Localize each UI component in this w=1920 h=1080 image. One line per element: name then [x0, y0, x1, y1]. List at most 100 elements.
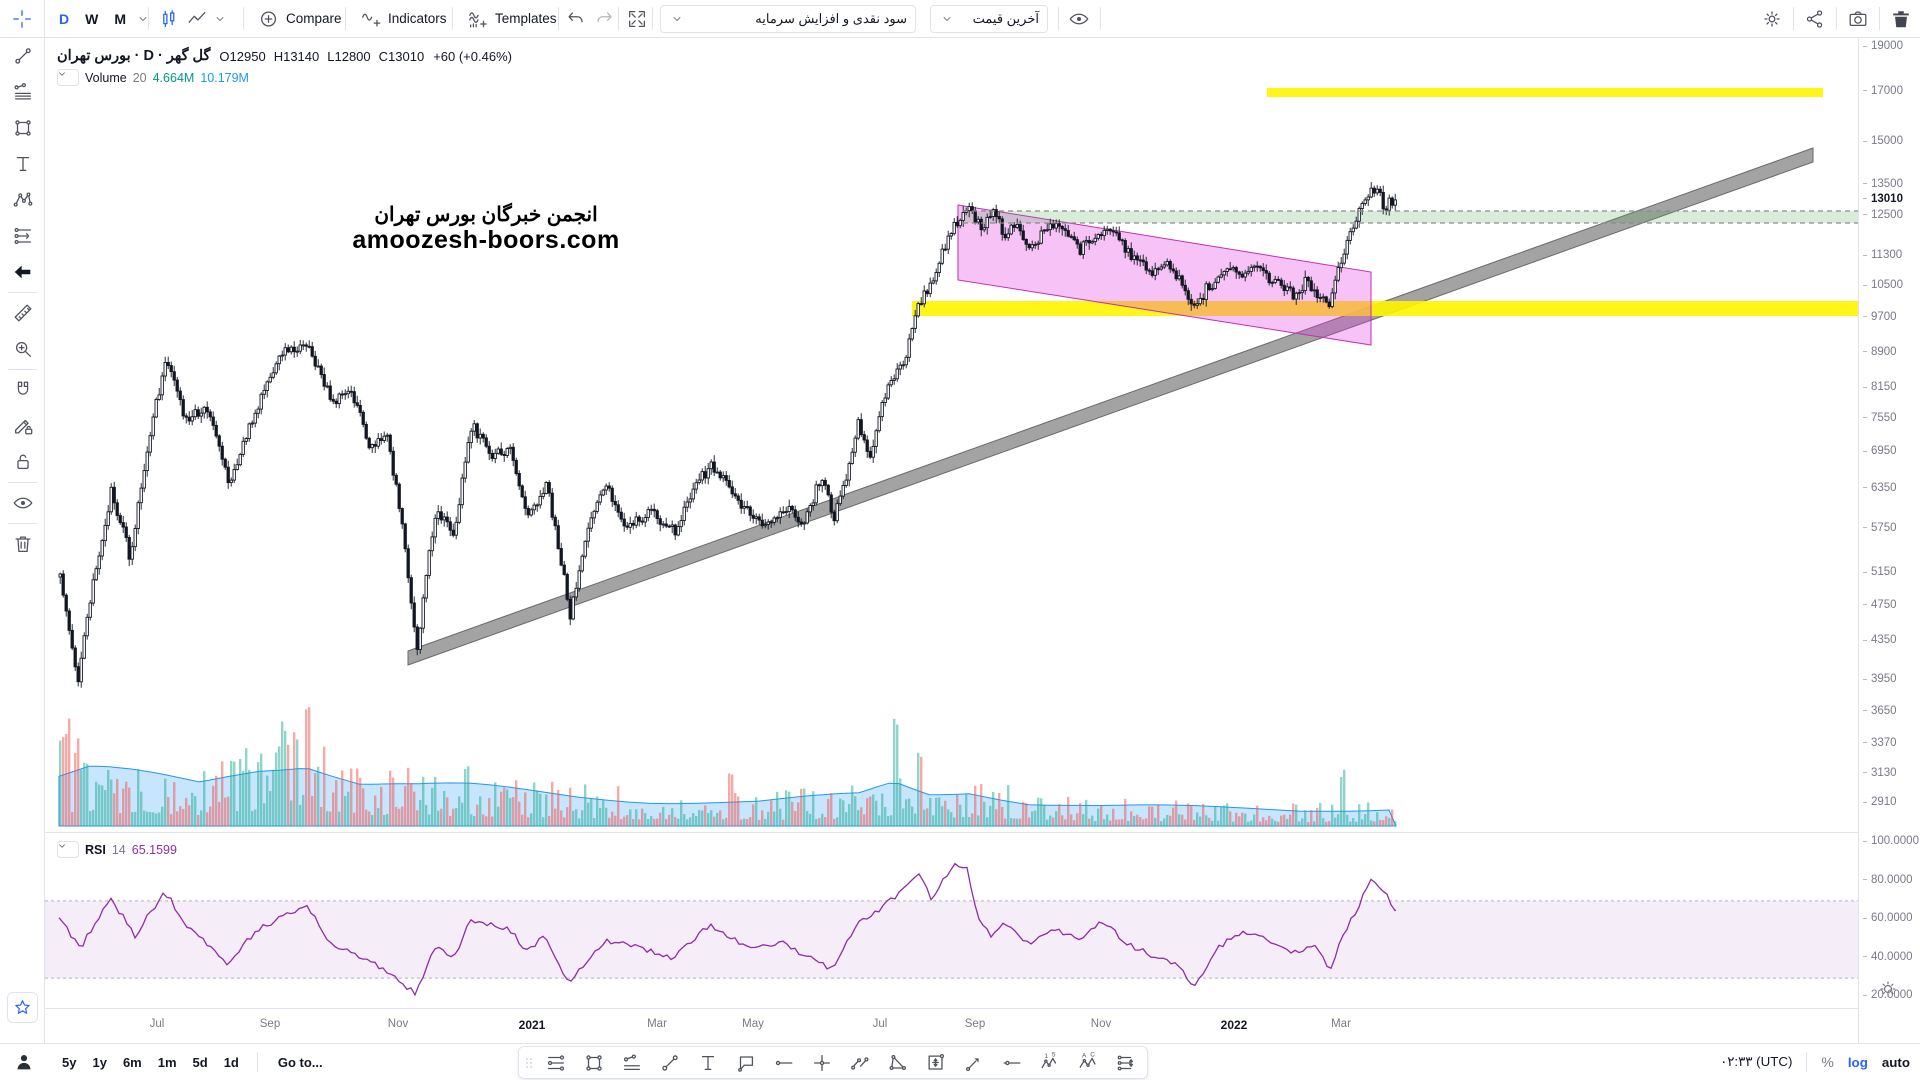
- time-axis-label: Sep: [964, 1018, 986, 1030]
- rsi-label[interactable]: RSI: [85, 842, 106, 857]
- magnet-icon[interactable]: [0, 372, 45, 408]
- time-scale-axis[interactable]: Jul Sep Nov 2021 Mar May Jul Sep Nov 2022 Mar: [45, 1008, 1858, 1043]
- cross-line-tool-icon[interactable]: [803, 1047, 841, 1078]
- auto-scale-button[interactable]: auto: [1881, 1054, 1910, 1070]
- horizontal-line-tool-icon[interactable]: [993, 1047, 1031, 1078]
- price-scale-axis[interactable]: 19000 17000 15000 13500 13010 12500 11300 10500…: [1858, 38, 1920, 1043]
- snapshot-icon[interactable]: [1845, 6, 1871, 32]
- last-price-axis-label: 13010: [1863, 193, 1903, 205]
- price-axis-label: 3950: [1863, 673, 1897, 685]
- goto-button[interactable]: Go to...: [270, 1051, 331, 1074]
- watermark-line1: انجمن خبرگان بورس تهران: [374, 204, 598, 226]
- trend-line-tool-icon[interactable]: [651, 1047, 689, 1078]
- stay-in-drawing-mode-icon[interactable]: [0, 408, 45, 444]
- rsi-legend-chevron-icon[interactable]: [57, 841, 79, 858]
- templates-button[interactable]: Templates: [459, 0, 563, 37]
- range-1y-button[interactable]: 1y: [86, 1051, 112, 1074]
- delete-all-trash-icon[interactable]: [1888, 6, 1914, 32]
- date-range-group: 5y 1y 6m 1m 5d 1d Go to...: [56, 1044, 331, 1080]
- arrow-marker-tool-icon[interactable]: [955, 1047, 993, 1078]
- line-style-icon[interactable]: [184, 6, 210, 32]
- clock-utc[interactable]: ۰۲:۳۳ (UTC): [1720, 1054, 1793, 1069]
- rectangle-tool-icon[interactable]: [0, 110, 45, 146]
- range-1d-button[interactable]: 1d: [218, 1051, 245, 1074]
- volume-label[interactable]: Volume: [85, 70, 127, 85]
- text-tool-icon[interactable]: [0, 146, 45, 182]
- range-5d-button[interactable]: 5d: [187, 1051, 214, 1074]
- text-tool-icon[interactable]: [689, 1047, 727, 1078]
- toolbar-handle-icon[interactable]: [521, 1047, 537, 1078]
- timeframe-w-button[interactable]: W: [78, 7, 105, 31]
- indicators-button[interactable]: Indicators: [352, 0, 453, 37]
- zoom-in-icon[interactable]: [0, 331, 45, 367]
- symbol-title[interactable]: گل گهر · D · بورس تهران: [57, 48, 211, 64]
- price-axis-label: 19000: [1863, 40, 1903, 52]
- horizontal-lines-tool-icon[interactable]: [537, 1047, 575, 1078]
- dividends-dropdown[interactable]: سود نقدی و افزایش سرمایه: [660, 5, 916, 33]
- timeframe-menu-chevron-icon[interactable]: [135, 11, 151, 27]
- range-6m-button[interactable]: 6m: [117, 1051, 148, 1074]
- bottombar-right-group: ۰۲:۳۳ (UTC) % log auto: [1720, 1044, 1910, 1080]
- range-1m-button[interactable]: 1m: [152, 1051, 183, 1074]
- xabcd-pattern-tool-icon[interactable]: [0, 182, 45, 218]
- horizontal-ray-tool-icon[interactable]: [765, 1047, 803, 1078]
- triangle-tool-icon[interactable]: [879, 1047, 917, 1078]
- watermark-line2: amoozesh-boors.com: [352, 226, 620, 255]
- gear-icon[interactable]: [1759, 6, 1785, 32]
- hide-drawings-icon[interactable]: [0, 485, 45, 521]
- price-axis-label: 5150: [1863, 566, 1897, 578]
- price-chart-canvas[interactable]: [45, 38, 1858, 832]
- rectangle-tool-icon[interactable]: [575, 1047, 613, 1078]
- svg-text:A: A: [1082, 1052, 1087, 1059]
- candles-style-icon[interactable]: [156, 6, 182, 32]
- gann-channel-tool-icon[interactable]: [0, 74, 45, 110]
- callout-tool-icon[interactable]: [727, 1047, 765, 1078]
- lock-drawings-icon[interactable]: [0, 444, 45, 480]
- bars-pattern-tool-icon[interactable]: [1107, 1047, 1145, 1078]
- chart-style-chevron-icon[interactable]: [212, 11, 228, 27]
- last-price-dropdown[interactable]: آخرین قیمت: [930, 5, 1048, 33]
- time-axis-label: Mar: [647, 1018, 667, 1030]
- chevron-down-icon: [669, 11, 685, 27]
- trend-line-tool-icon[interactable]: [0, 38, 45, 74]
- rsi-legend: RSI 14 65.1599: [57, 841, 177, 858]
- cursor-tool-button[interactable]: [0, 0, 45, 37]
- date-price-range-tool-icon[interactable]: [917, 1047, 955, 1078]
- time-axis-label: 2022: [1220, 1018, 1248, 1032]
- volume-legend-chevron-icon[interactable]: [57, 69, 79, 86]
- price-axis-label: 8900: [1863, 346, 1897, 358]
- arrow-marker-tool-icon[interactable]: [0, 254, 45, 290]
- channel-tool-icon[interactable]: [613, 1047, 651, 1078]
- scale-settings-sun-icon[interactable]: [1875, 976, 1901, 1002]
- chevron-down-icon: [939, 11, 955, 27]
- timeframe-d-button[interactable]: D: [52, 7, 76, 31]
- price-axis-label: 4750: [1863, 599, 1897, 611]
- drawing-toolbar: [0, 38, 45, 1043]
- rsi-chart-canvas[interactable]: [45, 833, 1858, 1008]
- compare-button[interactable]: Compare: [250, 0, 348, 37]
- time-axis-label: Sep: [259, 1018, 281, 1030]
- account-person-icon[interactable]: [11, 1049, 37, 1075]
- percent-scale-button[interactable]: %: [1821, 1054, 1834, 1070]
- parallel-channel-tool-icon[interactable]: [841, 1047, 879, 1078]
- measure-ruler-icon[interactable]: [0, 295, 45, 331]
- log-scale-button[interactable]: log: [1847, 1054, 1868, 1070]
- price-axis-label: 9700: [1863, 311, 1897, 323]
- price-pane: انجمن خبرگان بورس تهران amoozesh-boors.c…: [45, 38, 1858, 832]
- share-icon[interactable]: [1802, 6, 1828, 32]
- rsi-axis-label: 40.0000: [1863, 951, 1913, 963]
- range-5y-button[interactable]: 5y: [56, 1051, 82, 1074]
- timeframe-m-button[interactable]: M: [107, 7, 133, 31]
- remove-drawings-trash-icon[interactable]: [0, 526, 45, 562]
- time-axis-label: May: [742, 1018, 764, 1030]
- forecast-tool-icon[interactable]: [0, 218, 45, 254]
- price-axis-label: 12500: [1863, 209, 1903, 221]
- redo-icon[interactable]: [591, 6, 617, 32]
- favorites-star-icon[interactable]: [7, 992, 38, 1023]
- price-axis-label: 6950: [1863, 445, 1897, 457]
- undo-icon[interactable]: [563, 6, 589, 32]
- fullscreen-icon[interactable]: [624, 0, 650, 37]
- hide-drawings-eye-icon[interactable]: [1066, 0, 1092, 37]
